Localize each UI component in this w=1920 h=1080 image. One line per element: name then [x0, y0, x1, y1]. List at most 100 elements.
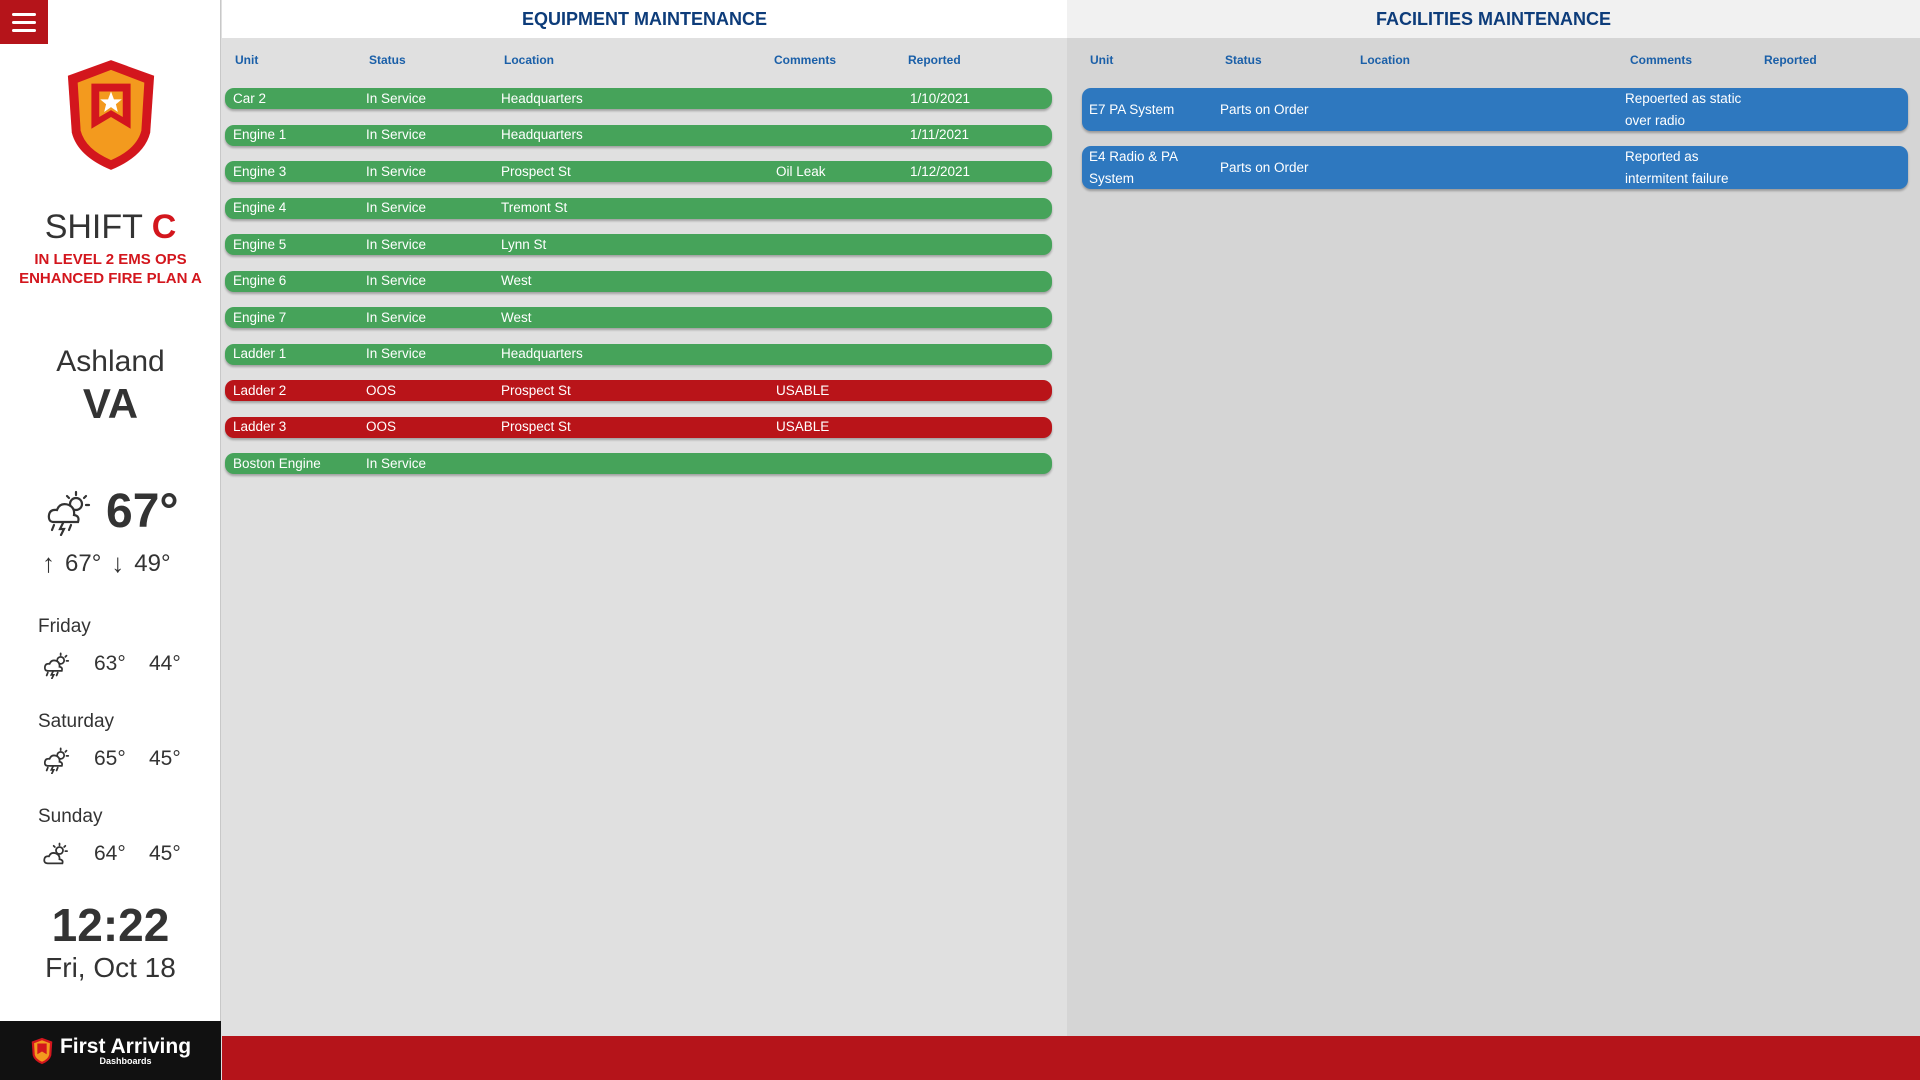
row-cell-unit: Engine 4	[233, 200, 287, 215]
row-cell-unit: Boston Engine	[233, 455, 321, 471]
table-row[interactable]: Engine 6 In Service West	[225, 270, 1052, 292]
row-cell-unit: Ladder 1	[233, 346, 287, 361]
row-cell-status: In Service	[366, 200, 427, 215]
sidebar: SHIFT C IN LEVEL 2 EMS OPS ENHANCED FIRE…	[0, 0, 221, 1080]
row-cell-comments	[776, 88, 904, 109]
table-row[interactable]: Engine 5 In Service Lynn St	[225, 234, 1052, 255]
equipment-maintenance-panel: EQUIPMENT MAINTENANCE Unit Status Locati…	[222, 0, 1067, 1036]
row-cell-unit: Engine 1	[233, 127, 287, 142]
thunderstorm-sun-icon	[43, 747, 70, 774]
today-high-low: ↑ 67° ↓ 49°	[42, 548, 171, 579]
row-cell-status: OOS	[366, 382, 397, 398]
column-header-unit: Unit	[235, 53, 259, 67]
state-name: VA	[82, 380, 139, 427]
row-cell-location	[1355, 88, 1620, 131]
column-header-status: Status	[1225, 53, 1262, 67]
thunderstorm-sun-icon	[43, 652, 70, 679]
row-cell-unit: E4 Radio & PA System	[1089, 148, 1178, 186]
row-cell-location: Headquarters	[501, 90, 583, 106]
ops-status-line-1: IN LEVEL 2 EMS OPS	[34, 251, 187, 268]
row-cell-comments: Repoerted as static over radio	[1625, 90, 1742, 128]
row-cell-location	[501, 453, 769, 474]
row-cell-location: Prospect St	[501, 419, 571, 434]
today-low: 49°	[134, 549, 171, 577]
row-cell-unit: Engine 7	[233, 309, 287, 325]
row-cell-location: Headquarters	[501, 127, 583, 142]
forecast-high: 63°	[94, 652, 126, 675]
row-cell-comments: Reported as intermitent failure	[1625, 148, 1729, 186]
table-row[interactable]: E7 PA System Parts on Order Repoerted as s…	[1082, 88, 1908, 131]
menu-icon-bar	[12, 12, 36, 16]
shift-label: SHIFT	[44, 208, 143, 246]
row-cell-reported	[910, 380, 1040, 401]
forecast-high: 65°	[94, 747, 126, 770]
column-header-location: Location	[504, 53, 554, 67]
row-cell-comments	[776, 307, 904, 328]
forecast-day: Saturday	[38, 711, 115, 732]
row-cell-reported	[1759, 146, 1899, 189]
forecast-low: 45°	[149, 747, 181, 770]
row-cell-location: Headquarters	[501, 346, 583, 361]
forecast-day: Friday	[38, 616, 91, 637]
row-cell-reported: 1/11/2021	[910, 127, 970, 142]
forecast-high: 64°	[94, 842, 126, 865]
arrow-up-icon: ↑	[42, 548, 55, 578]
row-cell-status: In Service	[366, 163, 427, 179]
table-row[interactable]: Engine 1 In Service Headquarters 1/11/2021	[225, 124, 1052, 146]
column-header-comments: Comments	[1630, 53, 1693, 67]
table-row[interactable]: Boston Engine In Service	[225, 453, 1052, 474]
row-cell-comments	[776, 234, 904, 255]
forecast-day: Sunday	[38, 806, 103, 827]
row-cell-unit: E7 PA System	[1089, 101, 1175, 117]
hamburger-menu-button[interactable]	[0, 0, 48, 44]
row-cell-status: In Service	[366, 273, 427, 288]
row-cell-reported	[910, 198, 1040, 219]
table-row[interactable]: E4 Radio & PA System Parts on Order Report…	[1082, 146, 1908, 189]
row-cell-unit: Car 2	[233, 90, 267, 106]
forecast-low: 45°	[149, 842, 181, 865]
row-cell-unit: Ladder 3	[233, 419, 287, 434]
row-cell-comments	[776, 198, 904, 219]
current-date: Fri, Oct 18	[45, 952, 176, 983]
row-cell-reported: 1/12/2021	[910, 163, 971, 179]
footer-bar	[222, 1036, 1920, 1080]
today-high: 67°	[65, 549, 102, 577]
table-row[interactable]: Ladder 3 OOS Prospect St USABLE	[225, 416, 1052, 438]
row-cell-unit: Engine 5	[233, 236, 287, 252]
row-cell-reported	[910, 453, 1040, 474]
row-cell-location: Lynn St	[501, 236, 547, 252]
column-header-comments: Comments	[774, 53, 837, 67]
row-cell-location: Prospect St	[501, 163, 571, 179]
row-cell-comments: USABLE	[776, 382, 830, 398]
row-cell-status: Parts on Order	[1220, 159, 1309, 175]
partly-cloudy-icon	[43, 842, 68, 865]
shift-letter: C	[151, 208, 177, 246]
arrow-down-icon: ↓	[111, 548, 125, 578]
brand-name: First Arriving	[59, 1034, 192, 1058]
table-row[interactable]: Ladder 1 In Service Headquarters	[225, 343, 1052, 365]
table-row[interactable]: Car 2 In Service Headquarters 1/10/2021	[225, 88, 1052, 109]
row-cell-reported	[910, 271, 1040, 292]
facilities-maintenance-panel: FACILITIES MAINTENANCE Unit Status Locat…	[1067, 0, 1920, 1036]
row-cell-comments	[776, 344, 904, 365]
table-row[interactable]: Ladder 2 OOS Prospect St USABLE	[225, 380, 1052, 401]
row-cell-status: Parts on Order	[1220, 101, 1309, 117]
table-row[interactable]: Engine 7 In Service West	[225, 307, 1052, 328]
equipment-panel-title: EQUIPMENT MAINTENANCE	[222, 0, 1067, 38]
brand-text: First Arriving Dashboards	[60, 1036, 191, 1066]
column-header-status: Status	[369, 53, 406, 67]
thunderstorm-sun-icon	[47, 490, 91, 536]
row-cell-status: In Service	[366, 309, 427, 325]
row-cell-unit: Engine 3	[233, 163, 287, 179]
current-time: 12:22	[51, 899, 170, 951]
table-row[interactable]: Engine 3 In Service Prospect St Oil Leak 1/1…	[225, 161, 1052, 182]
column-header-location: Location	[1360, 53, 1410, 67]
row-cell-reported	[1759, 88, 1899, 131]
row-cell-status: In Service	[366, 90, 427, 106]
ops-status-line-2: ENHANCED FIRE PLAN A	[19, 270, 202, 287]
menu-icon-bar	[12, 28, 36, 32]
table-row[interactable]: Engine 4 In Service Tremont St	[225, 197, 1052, 219]
row-cell-location: West	[501, 309, 532, 325]
row-cell-comments	[776, 125, 904, 146]
row-cell-location: Prospect St	[501, 382, 571, 398]
